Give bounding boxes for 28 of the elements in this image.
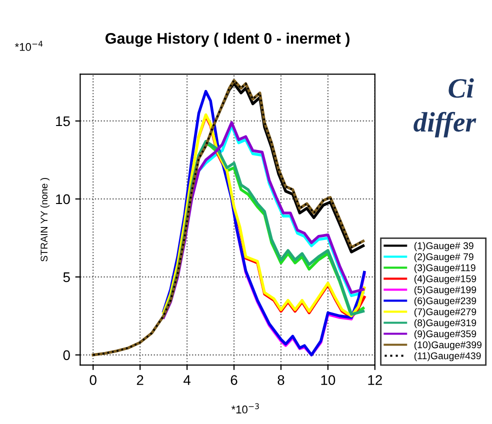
- legend-label: (8)Gauge#319: [414, 319, 476, 328]
- legend-label: (5)Gauge#199: [414, 286, 476, 296]
- y-tick-label: 5: [63, 272, 70, 282]
- text: Ci: [448, 78, 474, 98]
- y-tick-label: 10: [56, 194, 70, 204]
- text: *10$^{−4}$: [14, 40, 43, 51]
- legend-label: (4)Gauge#159: [414, 275, 476, 284]
- legend-label: (10)Gauge#399: [414, 341, 482, 350]
- legend-label: (3)Gauge#119: [414, 264, 476, 274]
- legend-label: (6)Gauge#239: [414, 297, 476, 306]
- x-tick-label: 10: [321, 375, 336, 385]
- legend-label: (7)Gauge#279: [414, 308, 476, 318]
- text: *10$^{−3}$: [231, 403, 259, 414]
- legend-label: (2)Gauge# 79: [414, 253, 474, 262]
- chart-title: Gauge History ( Ident 0 - inermet ): [106, 32, 350, 47]
- x-tick-label: 12: [368, 375, 382, 385]
- legend-label: (1)Gauge# 39: [414, 242, 474, 252]
- text: differ: [414, 112, 476, 138]
- legend-label: (9)Gauge#359: [414, 330, 476, 340]
- x-tick-label: 0: [90, 375, 96, 385]
- x-tick-label: 2: [136, 375, 144, 385]
- y-tick-label: 15: [56, 116, 70, 126]
- y-axis-title: STRAIN YY (none ): [40, 178, 50, 262]
- x-tick-label: 8: [278, 375, 284, 385]
- x-tick-label: 4: [184, 375, 190, 385]
- legend-label: (11)Gauge#439: [414, 352, 481, 362]
- x-tick-label: 6: [230, 375, 238, 385]
- y-tick-label: 0: [63, 350, 70, 360]
